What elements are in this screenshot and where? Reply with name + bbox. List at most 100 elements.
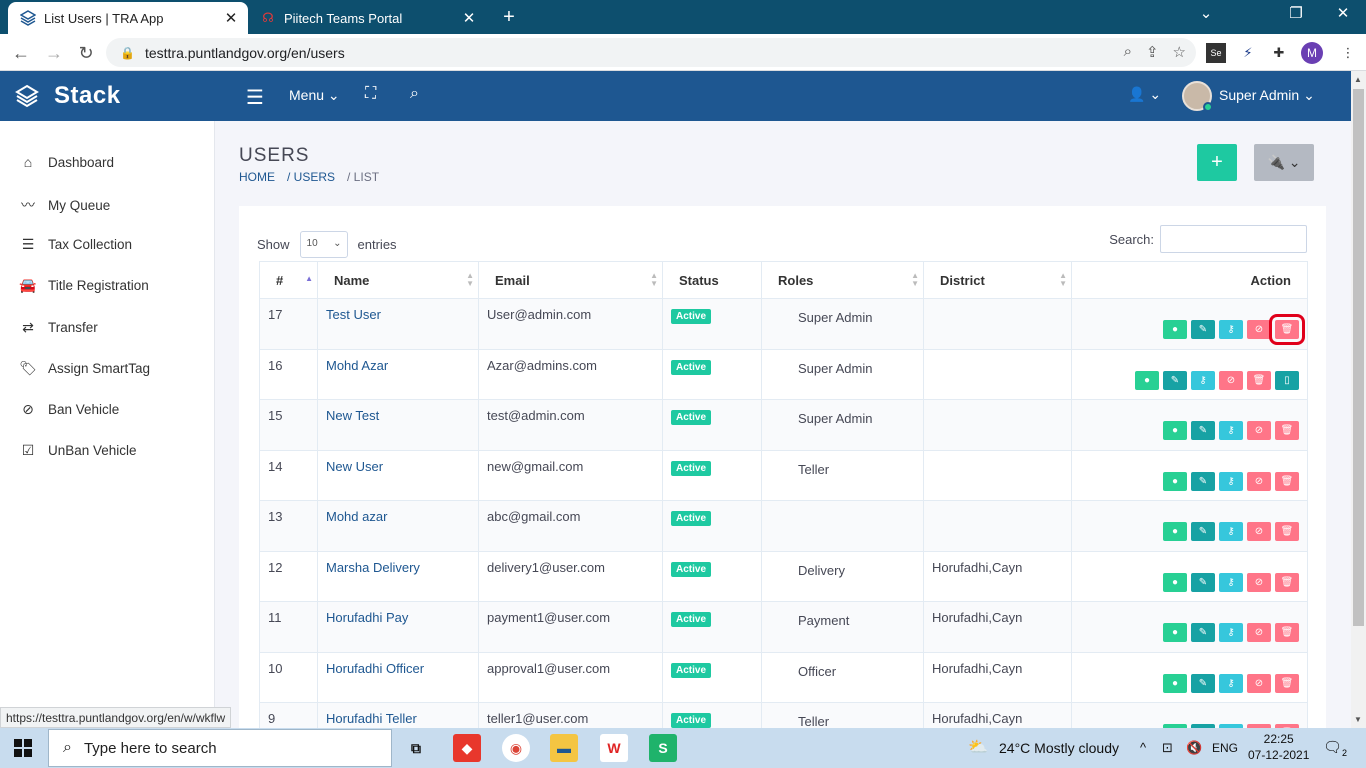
user-name-link[interactable]: New User — [317, 449, 479, 501]
ban-button[interactable]: ⊘ — [1247, 673, 1271, 693]
shield-extension-icon[interactable]: ⚡ — [1243, 45, 1253, 60]
delete-button[interactable]: 🗑 — [1275, 471, 1299, 491]
show-hidden-icons-icon[interactable]: ^ — [1140, 740, 1147, 755]
col-header-district[interactable]: District ▲ ▼ — [923, 261, 1072, 299]
user-name-link[interactable]: Horufadhi Officer — [317, 651, 479, 703]
browser-menu-icon[interactable]: ⋮ — [1341, 45, 1355, 60]
file-explorer-icon[interactable]: ▬ — [550, 734, 578, 762]
view-button[interactable]: ● — [1163, 623, 1187, 642]
brand-logo[interactable]: Stack — [14, 82, 121, 110]
user-name-link[interactable]: Test User — [317, 298, 479, 350]
col-header-status[interactable]: Status — [662, 261, 762, 299]
back-icon[interactable]: ← — [12, 43, 30, 63]
ban-button[interactable]: ⊘ — [1219, 370, 1243, 390]
view-button[interactable]: ● — [1163, 471, 1187, 491]
page-scrollbar[interactable]: ▲ ▼ — [1351, 71, 1366, 728]
taskbar-clock[interactable]: 22:25 07-12-2021 — [1248, 731, 1309, 763]
notifications-icon[interactable]: 🗨2 — [1323, 739, 1348, 758]
view-button[interactable]: ● — [1163, 421, 1187, 440]
key-button[interactable]: ⚷ — [1219, 421, 1243, 440]
language-indicator[interactable]: ENG — [1212, 741, 1239, 755]
avatar[interactable] — [1182, 81, 1213, 112]
task-view-icon[interactable]: ⧉ — [411, 740, 421, 756]
sidebar-item-my-queue[interactable]: 〰 My Queue — [18, 195, 110, 215]
edit-button[interactable]: ✎ — [1191, 673, 1215, 693]
edit-button[interactable]: ✎ — [1191, 421, 1215, 440]
edit-button[interactable]: ✎ — [1163, 370, 1187, 390]
add-user-button[interactable]: + — [1197, 144, 1237, 181]
taskbar-search-input[interactable]: ⌕ Type here to search — [48, 729, 392, 767]
sidebar-item-title-registration[interactable]: 🚘 Title Registration — [18, 277, 149, 294]
breadcrumb-home[interactable]: HOME — [239, 170, 275, 184]
bookmark-star-icon[interactable]: ☆ — [1172, 44, 1186, 61]
tab-close-icon[interactable]: ✕ — [462, 10, 476, 27]
view-button[interactable]: ● — [1163, 572, 1187, 592]
edit-button[interactable]: ✎ — [1191, 522, 1215, 541]
sidebar-item-transfer[interactable]: ⇄ Transfer — [18, 319, 98, 336]
delete-button[interactable]: 🗑 — [1275, 623, 1299, 642]
ban-button[interactable]: ⊘ — [1247, 572, 1271, 592]
key-button[interactable]: ⚷ — [1219, 320, 1243, 339]
edit-button[interactable]: ✎ — [1191, 471, 1215, 491]
user-name-link[interactable]: Horufadhi Teller — [317, 702, 479, 728]
volume-muted-icon[interactable]: 🔇 — [1186, 740, 1203, 755]
device-button[interactable]: ▯ — [1275, 370, 1299, 390]
breadcrumb-users[interactable]: / USERS — [287, 170, 336, 184]
tab-teams-portal[interactable]: ☊ Piitech Teams Portal ✕ — [250, 2, 486, 34]
anydesk-icon[interactable]: ◆ — [453, 734, 481, 762]
menu-dropdown[interactable]: Menu ⌄ — [289, 87, 340, 104]
user-name-link[interactable]: New Test — [317, 399, 479, 451]
close-window-icon[interactable]: ✕ — [1336, 5, 1350, 22]
tab-list-users[interactable]: List Users | TRA App ✕ — [8, 2, 248, 34]
delete-button[interactable]: 🗑 — [1247, 370, 1271, 390]
entries-select[interactable]: 10 ⌄ — [299, 231, 348, 258]
chrome-icon[interactable]: ◉ — [502, 734, 530, 762]
user-name-link[interactable]: Mohd Azar — [317, 348, 479, 400]
edit-button[interactable]: ✎ — [1191, 724, 1215, 728]
delete-button[interactable]: 🗑 — [1275, 673, 1299, 693]
sidebar-item-unban-vehicle[interactable]: ☑ UnBan Vehicle — [18, 442, 137, 459]
sidebar-item-dashboard[interactable]: ⌂ Dashboard — [18, 154, 114, 170]
share-icon[interactable]: ⇪ — [1145, 44, 1159, 61]
view-button[interactable]: ● — [1163, 724, 1187, 728]
delete-button[interactable]: 🗑 — [1275, 421, 1299, 440]
zoom-search-icon[interactable]: ⌕ — [1123, 43, 1132, 60]
view-button[interactable]: ● — [1135, 370, 1159, 390]
scroll-down-icon[interactable]: ▼ — [1354, 715, 1362, 724]
user-name-dropdown[interactable]: Super Admin ⌄ — [1219, 87, 1315, 104]
edit-button[interactable]: ✎ — [1191, 320, 1215, 339]
edit-button[interactable]: ✎ — [1191, 623, 1215, 642]
key-button[interactable]: ⚷ — [1191, 370, 1215, 390]
col-header-name[interactable]: Name ▲ ▼ — [317, 261, 479, 299]
scroll-up-icon[interactable]: ▲ — [1354, 75, 1362, 84]
ban-button[interactable]: ⊘ — [1247, 471, 1271, 491]
key-button[interactable]: ⚷ — [1219, 673, 1243, 693]
user-dropdown[interactable]: 👤 ⌄ — [1128, 86, 1161, 103]
view-button[interactable]: ● — [1163, 320, 1187, 339]
url-field[interactable]: 🔒 testtra.puntlandgov.org/en/users ⌕ ⇪ ☆ — [106, 38, 1196, 67]
wps-office-icon[interactable]: W — [600, 734, 628, 762]
plugin-dropdown-button[interactable]: 🔌 ⌄ — [1254, 144, 1314, 181]
scrollbar-thumb[interactable] — [1353, 89, 1364, 626]
ban-button[interactable]: ⊘ — [1247, 421, 1271, 440]
profile-avatar[interactable]: M — [1301, 42, 1323, 64]
col-header-roles[interactable]: Roles ▲ ▼ — [761, 261, 924, 299]
tab-search-chevron-icon[interactable]: ⌄ — [1199, 5, 1213, 22]
hamburger-menu-icon[interactable]: ☰ — [246, 87, 264, 109]
col-header-id[interactable]: # ▲ — [259, 261, 318, 299]
network-icon[interactable]: ⊡ — [1162, 740, 1173, 755]
view-button[interactable]: ● — [1163, 673, 1187, 693]
selenium-extension-icon[interactable]: Se — [1206, 43, 1226, 63]
delete-button[interactable]: 🗑 — [1275, 572, 1299, 592]
user-name-link[interactable]: Mohd azar — [317, 500, 479, 552]
delete-button[interactable]: 🗑 — [1275, 724, 1299, 728]
extensions-puzzle-icon[interactable]: ✚ — [1273, 45, 1285, 60]
ban-button[interactable]: ⊘ — [1247, 522, 1271, 541]
edit-button[interactable]: ✎ — [1191, 572, 1215, 592]
sheets-app-icon[interactable]: S — [649, 734, 677, 762]
weather-text[interactable]: 24°C Mostly cloudy — [999, 740, 1119, 756]
key-button[interactable]: ⚷ — [1219, 572, 1243, 592]
view-button[interactable]: ● — [1163, 522, 1187, 541]
sidebar-item-assign-smarttag[interactable]: 🏷 Assign SmartTag — [18, 360, 150, 377]
key-button[interactable]: ⚷ — [1219, 471, 1243, 491]
